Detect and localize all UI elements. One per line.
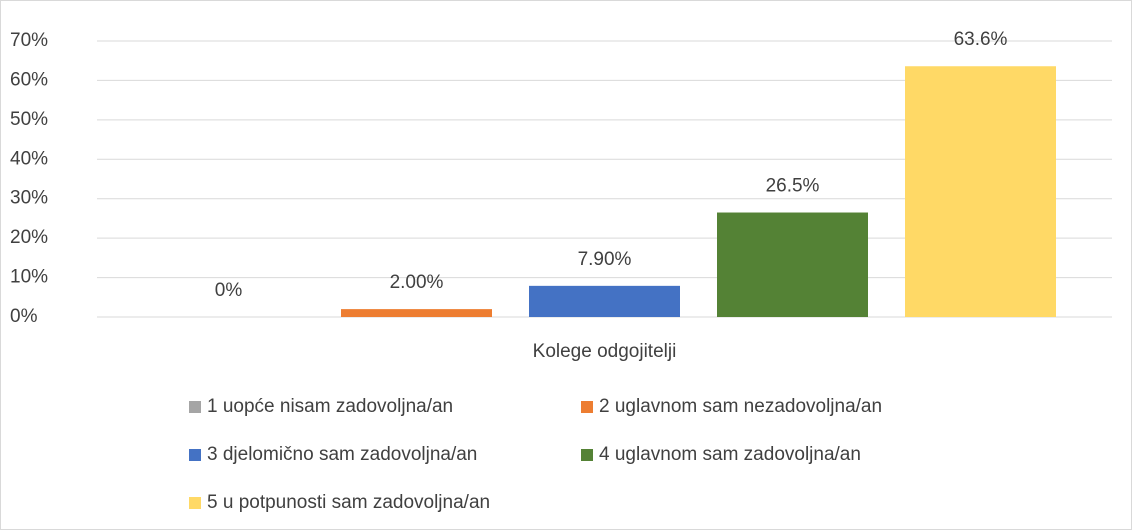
y-tick-label: 10%: [10, 267, 48, 288]
legend-swatch: [581, 401, 593, 413]
value-label: 63.6%: [954, 29, 1008, 50]
value-label: 26.5%: [766, 176, 820, 197]
legend-swatch: [581, 449, 593, 461]
legend-swatch: [189, 401, 201, 413]
value-label: 2.00%: [390, 272, 444, 293]
legend-label: 1 uopće nisam zadovoljna/an: [207, 396, 453, 417]
y-tick-label: 0%: [10, 306, 38, 327]
bar: [905, 66, 1056, 317]
bar: [341, 309, 492, 317]
legend-label: 3 djelomično sam zadovoljna/an: [207, 444, 477, 465]
bar: [717, 212, 868, 317]
value-label: 0%: [215, 280, 243, 301]
legend-label: 4 uglavnom sam zadovoljna/an: [599, 444, 861, 465]
y-tick-label: 20%: [10, 227, 48, 248]
y-tick-label: 40%: [10, 148, 48, 169]
value-label: 7.90%: [578, 249, 632, 270]
y-tick-label: 60%: [10, 69, 48, 90]
y-tick-label: 70%: [10, 30, 48, 51]
legend-label: 2 uglavnom sam nezadovoljna/an: [599, 396, 882, 417]
legend-swatch: [189, 497, 201, 509]
bar: [529, 285, 680, 317]
legend-label: 5 u potpunosti sam zadovoljna/an: [207, 492, 490, 513]
y-tick-label: 50%: [10, 109, 48, 130]
y-tick-label: 30%: [10, 188, 48, 209]
x-tick-label: Kolege odgojitelji: [533, 341, 677, 362]
legend-swatch: [189, 449, 201, 461]
